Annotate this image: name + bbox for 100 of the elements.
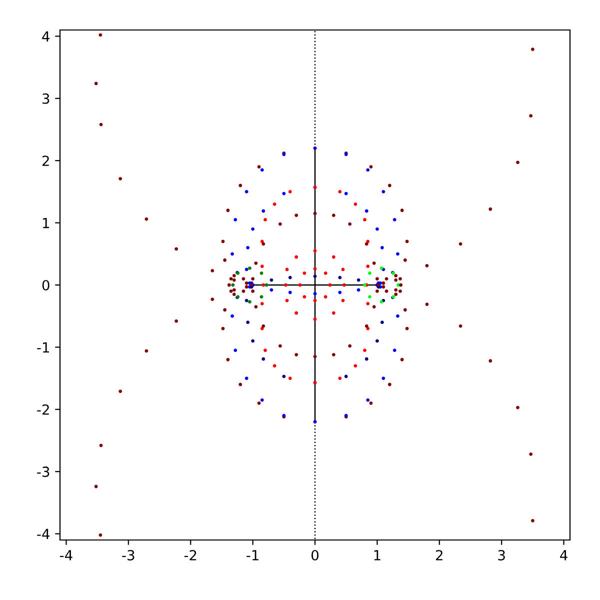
point bbox=[372, 262, 376, 265]
point bbox=[366, 302, 370, 306]
point bbox=[364, 242, 368, 246]
point bbox=[262, 357, 266, 361]
point bbox=[530, 48, 534, 51]
point bbox=[284, 283, 288, 287]
point bbox=[244, 190, 248, 194]
point bbox=[232, 292, 236, 296]
point bbox=[229, 290, 233, 293]
point bbox=[332, 255, 336, 259]
point bbox=[98, 33, 102, 37]
point bbox=[394, 278, 398, 282]
point bbox=[174, 247, 178, 251]
point bbox=[227, 283, 231, 287]
point bbox=[338, 290, 342, 294]
point bbox=[396, 252, 400, 256]
point bbox=[260, 398, 264, 402]
point bbox=[223, 308, 227, 312]
point bbox=[242, 277, 246, 280]
point bbox=[242, 290, 246, 293]
x-tick-label: 3 bbox=[498, 550, 505, 560]
point bbox=[364, 324, 368, 328]
point bbox=[382, 376, 386, 380]
point bbox=[144, 349, 148, 353]
point bbox=[348, 222, 352, 226]
point bbox=[394, 288, 398, 292]
point bbox=[246, 246, 250, 250]
point bbox=[210, 298, 214, 302]
point bbox=[288, 190, 292, 194]
point bbox=[302, 295, 306, 299]
point bbox=[324, 295, 328, 299]
point bbox=[530, 519, 534, 522]
point bbox=[382, 285, 386, 289]
point bbox=[488, 207, 492, 211]
y-tick-label: -3 bbox=[37, 466, 50, 478]
x-tick-label: 0 bbox=[311, 550, 318, 560]
point bbox=[382, 190, 386, 194]
point bbox=[251, 339, 255, 343]
point bbox=[234, 348, 238, 352]
point bbox=[232, 274, 236, 278]
point bbox=[244, 268, 248, 272]
point bbox=[257, 401, 261, 405]
point bbox=[272, 364, 276, 368]
point bbox=[366, 326, 370, 330]
point bbox=[294, 255, 298, 259]
y-tick-label: 0 bbox=[42, 280, 50, 290]
point bbox=[344, 192, 348, 196]
point bbox=[210, 268, 214, 272]
point bbox=[354, 202, 358, 206]
point bbox=[244, 298, 248, 302]
point bbox=[288, 290, 292, 294]
point bbox=[366, 168, 370, 172]
point bbox=[363, 218, 366, 222]
point bbox=[516, 406, 520, 410]
point bbox=[313, 318, 317, 321]
point bbox=[332, 352, 336, 356]
point bbox=[398, 277, 402, 280]
x-tick-label: -2 bbox=[184, 550, 196, 560]
point bbox=[425, 302, 429, 306]
point bbox=[230, 314, 234, 318]
point bbox=[366, 398, 370, 402]
point bbox=[368, 295, 372, 299]
point bbox=[226, 208, 230, 212]
point bbox=[375, 277, 379, 280]
point bbox=[251, 227, 255, 231]
point bbox=[118, 390, 122, 394]
x-tick-label: 2 bbox=[436, 550, 442, 560]
point bbox=[388, 382, 392, 386]
point bbox=[363, 348, 366, 352]
point bbox=[229, 277, 233, 280]
point bbox=[399, 283, 403, 287]
point bbox=[223, 258, 227, 262]
point bbox=[394, 292, 398, 296]
point bbox=[354, 364, 358, 368]
point bbox=[388, 184, 392, 188]
point bbox=[288, 376, 292, 380]
point bbox=[254, 305, 258, 308]
point bbox=[282, 192, 286, 196]
point bbox=[118, 176, 122, 180]
point bbox=[342, 283, 346, 287]
point bbox=[264, 218, 267, 222]
point bbox=[251, 290, 255, 293]
point bbox=[368, 271, 372, 275]
point bbox=[369, 401, 373, 405]
point bbox=[372, 305, 376, 308]
point bbox=[403, 258, 407, 262]
point bbox=[313, 292, 317, 296]
point bbox=[232, 288, 236, 292]
point bbox=[516, 160, 520, 164]
point bbox=[254, 262, 258, 265]
point bbox=[294, 311, 298, 315]
point bbox=[238, 382, 242, 386]
x-tick-label: 4 bbox=[560, 550, 568, 560]
point bbox=[366, 264, 370, 268]
point bbox=[248, 266, 252, 270]
point bbox=[425, 264, 429, 268]
point bbox=[260, 326, 264, 330]
point bbox=[231, 283, 235, 287]
point bbox=[488, 359, 492, 363]
point bbox=[313, 267, 317, 271]
